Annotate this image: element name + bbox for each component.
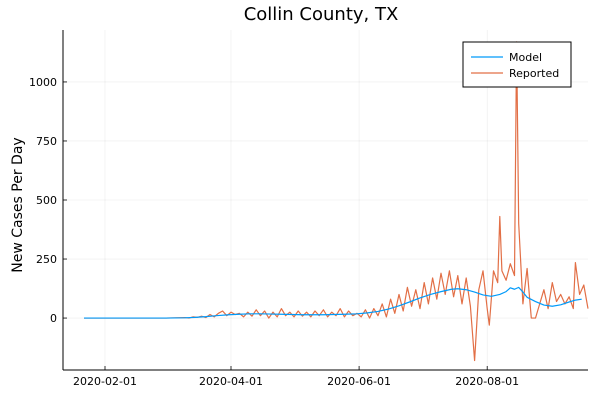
x-tick-label: 2020-04-01 (199, 375, 263, 388)
tick-labels: 2020-02-01 2020-04-01 2020-06-01 2020-08-01… (29, 76, 519, 388)
x-tick-label: 2020-06-01 (327, 375, 391, 388)
y-tick-label: 0 (50, 312, 57, 325)
plot-area (84, 41, 589, 362)
chart-title: Collin County, TX (244, 4, 399, 25)
y-tick-label: 750 (36, 135, 57, 148)
legend-label-reported: Reported (509, 67, 559, 80)
y-tick-label: 1000 (29, 76, 57, 89)
legend-label-model: Model (509, 51, 542, 64)
y-tick-label: 500 (36, 194, 57, 207)
legend-box (462, 41, 572, 88)
series-line-reported (84, 41, 589, 362)
x-tick-label: 2020-08-01 (455, 375, 519, 388)
series-line-model (84, 286, 582, 319)
legend: Model Reported (462, 41, 572, 88)
axes (62, 30, 588, 371)
y-axis-label: New Cases Per Day (10, 137, 26, 272)
y-tick-label: 250 (36, 253, 57, 266)
x-tick-label: 2020-02-01 (73, 375, 137, 388)
